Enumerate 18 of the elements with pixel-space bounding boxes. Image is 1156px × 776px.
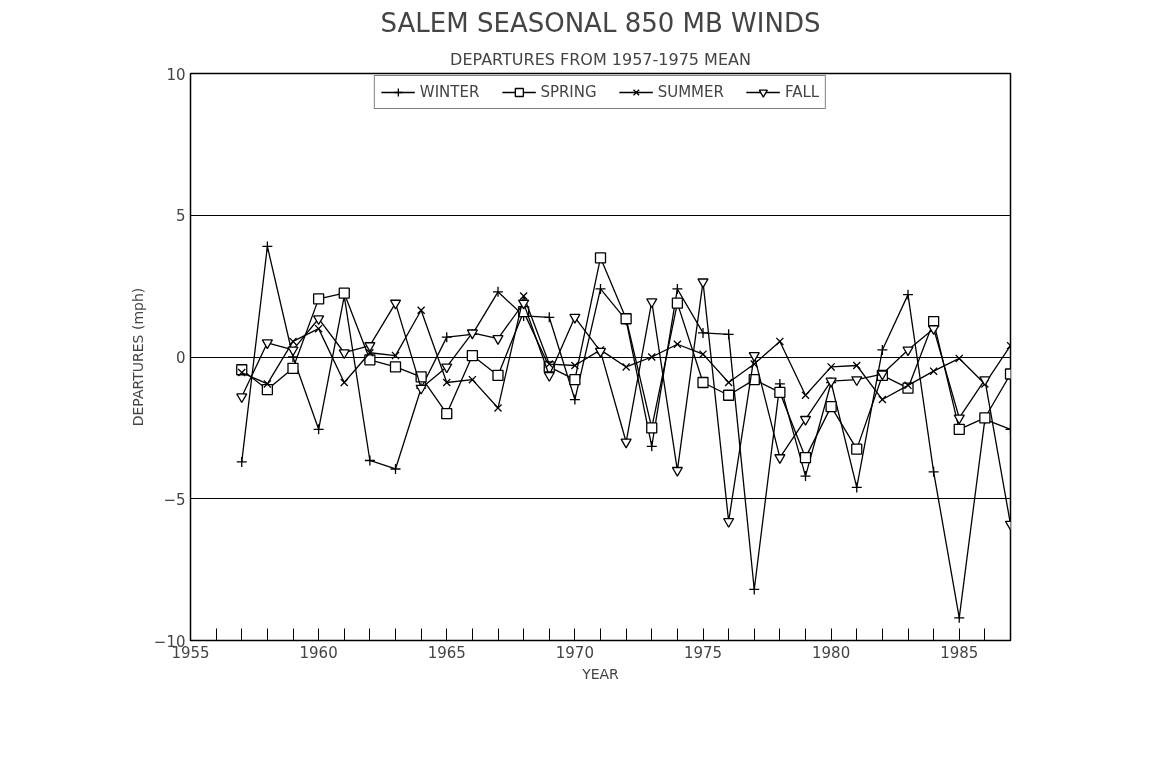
x-tick-label: 1980 [812, 643, 851, 662]
chart-subtitle: DEPARTURES FROM 1957-1975 MEAN [450, 49, 751, 69]
x-tick-label: 1985 [940, 643, 979, 662]
x-axis-title: YEAR [581, 665, 620, 682]
x-tick-label: 1970 [555, 643, 594, 662]
legend-label: WINTER [419, 83, 480, 101]
x-tick-label: 1965 [427, 643, 466, 662]
y-tick-label: 5 [175, 207, 186, 226]
x-tick-label: 1975 [683, 643, 723, 662]
legend-label: SUMMER [657, 83, 724, 101]
y-tick-label: −5 [163, 490, 186, 509]
legend-label: SPRING [540, 83, 597, 101]
chart-title: SALEM SEASONAL 850 MB WINDS [380, 7, 821, 38]
y-axis-title: DEPARTURES (mph) [129, 287, 146, 427]
y-tick-label: 10 [166, 65, 186, 84]
x-tick-label: 1960 [299, 643, 338, 662]
legend-label: FALL [784, 83, 820, 101]
y-tick-label: 0 [175, 349, 186, 367]
